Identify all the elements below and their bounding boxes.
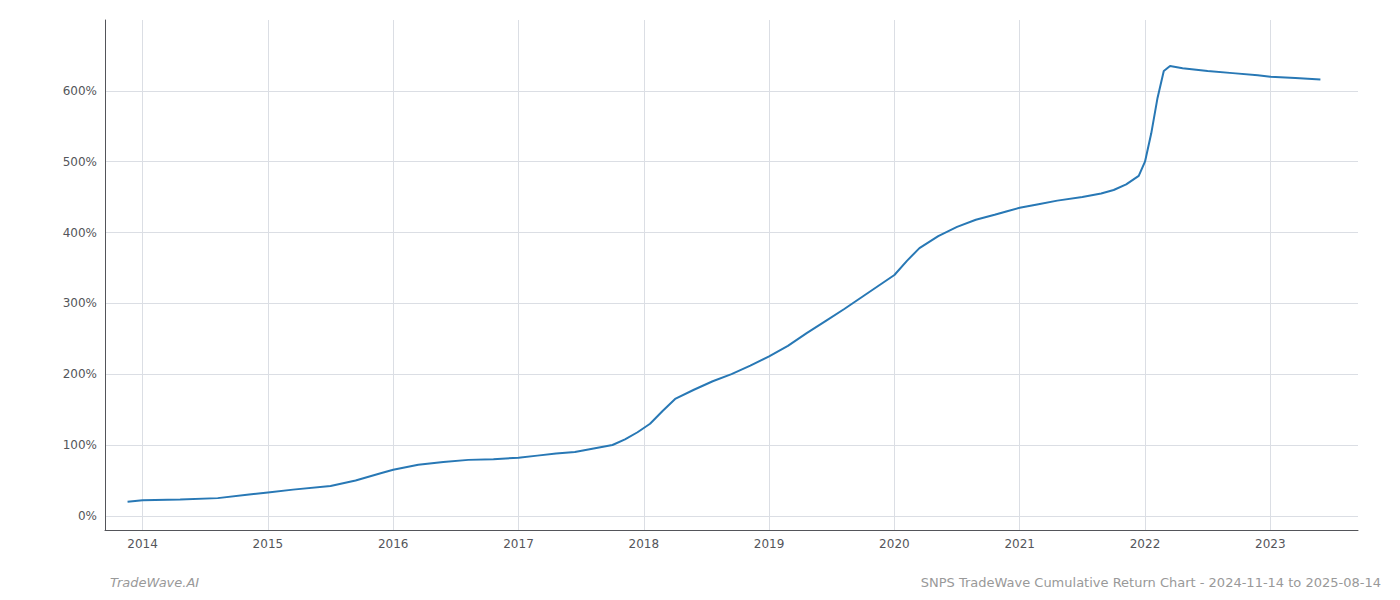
- svg-text:2017: 2017: [503, 537, 534, 551]
- svg-text:2019: 2019: [754, 537, 785, 551]
- svg-text:200%: 200%: [63, 367, 97, 381]
- svg-text:2021: 2021: [1004, 537, 1035, 551]
- svg-text:2015: 2015: [253, 537, 284, 551]
- svg-text:2016: 2016: [378, 537, 409, 551]
- svg-text:0%: 0%: [78, 509, 97, 523]
- svg-text:2023: 2023: [1255, 537, 1286, 551]
- svg-text:300%: 300%: [63, 296, 97, 310]
- svg-text:2022: 2022: [1130, 537, 1161, 551]
- svg-text:2020: 2020: [879, 537, 910, 551]
- svg-text:2018: 2018: [629, 537, 660, 551]
- svg-text:100%: 100%: [63, 438, 97, 452]
- svg-text:500%: 500%: [63, 155, 97, 169]
- svg-text:400%: 400%: [63, 226, 97, 240]
- svg-text:2014: 2014: [127, 537, 158, 551]
- svg-text:SNPS TradeWave Cumulative Retu: SNPS TradeWave Cumulative Return Chart -…: [921, 575, 1381, 590]
- svg-text:TradeWave.AI: TradeWave.AI: [110, 575, 199, 590]
- svg-text:600%: 600%: [63, 84, 97, 98]
